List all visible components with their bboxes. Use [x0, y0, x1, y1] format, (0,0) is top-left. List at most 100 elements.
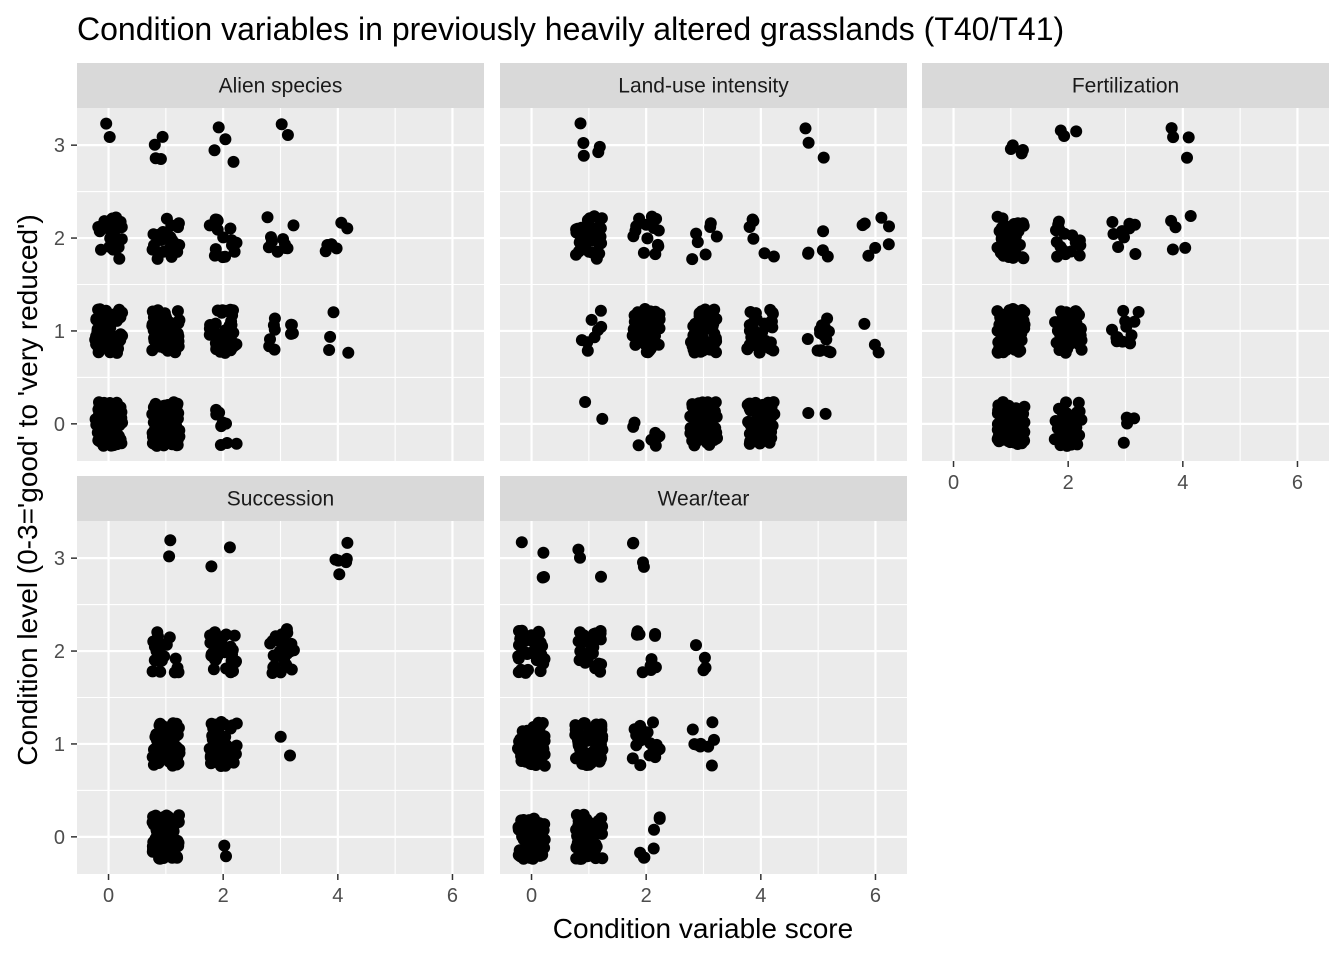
data-point: [649, 316, 662, 329]
x-tick-label: 2: [1063, 472, 1074, 494]
data-point: [631, 625, 644, 638]
facet-strip: [77, 63, 484, 108]
data-point: [148, 138, 161, 151]
data-point: [285, 663, 298, 676]
data-point: [645, 433, 658, 446]
data-point: [856, 219, 869, 232]
data-point: [513, 625, 525, 637]
data-point: [744, 404, 757, 417]
data-point: [1018, 318, 1031, 331]
data-point: [1129, 248, 1142, 260]
data-point: [1005, 332, 1018, 345]
data-point: [214, 720, 226, 733]
data-point: [802, 246, 815, 259]
data-point: [686, 253, 699, 266]
data-point: [153, 719, 166, 732]
data-point: [1120, 320, 1133, 333]
data-point: [1016, 144, 1029, 156]
data-point: [261, 211, 274, 224]
data-point: [583, 219, 596, 232]
data-point: [1015, 305, 1028, 318]
x-tick-label: 2: [218, 885, 229, 907]
data-point: [710, 313, 723, 325]
data-point: [691, 236, 704, 249]
data-point: [146, 427, 159, 439]
data-point: [1070, 125, 1083, 138]
data-point: [697, 332, 709, 345]
data-point: [633, 335, 646, 348]
data-point: [528, 836, 541, 849]
data-point: [1003, 306, 1016, 319]
data-point: [230, 236, 243, 249]
data-point: [593, 823, 606, 836]
data-point: [159, 822, 172, 835]
data-point: [647, 842, 660, 855]
data-point: [1017, 433, 1030, 446]
data-point: [762, 396, 775, 409]
data-point: [216, 416, 229, 429]
data-point: [689, 317, 702, 330]
data-point: [1053, 344, 1066, 356]
data-point: [699, 661, 712, 674]
data-point: [629, 224, 642, 237]
data-point: [1118, 231, 1130, 244]
data-point: [1123, 217, 1136, 230]
data-point: [583, 245, 595, 258]
data-point: [528, 636, 540, 649]
data-point: [105, 418, 117, 431]
data-point: [151, 626, 164, 639]
data-point: [110, 396, 123, 409]
y-tick-label: 3: [54, 548, 65, 570]
data-point: [113, 303, 126, 316]
facet-strip-label: Succession: [227, 488, 334, 511]
data-point: [882, 238, 895, 251]
data-point: [579, 396, 592, 408]
data-point: [704, 221, 717, 233]
facet-panels: Alien species 0 1 2 3 Land-use intensity Ferti…: [54, 63, 1329, 907]
data-point: [590, 840, 603, 853]
data-point: [1054, 124, 1067, 137]
data-point: [207, 663, 220, 676]
facet-wear-tear: Wear/tear 0 2 4 6: [500, 476, 907, 907]
data-point: [628, 315, 641, 328]
data-point: [220, 850, 232, 863]
data-point: [869, 241, 882, 254]
facet-strip-label: Land-use intensity: [618, 75, 789, 98]
data-point: [632, 439, 645, 452]
data-point: [801, 333, 814, 345]
facet-strip: [500, 476, 907, 521]
data-point: [1014, 344, 1027, 357]
data-point: [148, 743, 160, 756]
data-point: [1004, 436, 1017, 449]
data-point: [594, 304, 607, 317]
data-point: [698, 651, 711, 664]
data-point: [1066, 229, 1079, 242]
data-point: [814, 327, 827, 340]
data-point: [649, 751, 662, 764]
facet-strip-label: Alien species: [219, 75, 343, 98]
x-tick-label: 0: [526, 885, 537, 907]
data-point: [151, 756, 164, 769]
data-point: [112, 430, 125, 443]
data-point: [690, 639, 702, 652]
data-point: [708, 303, 721, 316]
data-point: [570, 841, 583, 854]
y-axis-title: Condition level (0-3='good' to 'very red…: [12, 214, 43, 765]
data-point: [697, 397, 710, 410]
data-point: [585, 757, 597, 770]
data-point: [154, 153, 167, 165]
data-point: [648, 823, 660, 836]
data-point: [1050, 224, 1062, 237]
data-point: [641, 232, 654, 245]
data-point: [115, 233, 128, 246]
data-point: [992, 422, 1005, 435]
data-point: [1004, 341, 1017, 354]
data-point: [163, 550, 176, 563]
data-point: [274, 730, 287, 743]
data-point: [209, 317, 222, 330]
data-point: [573, 236, 586, 249]
data-point: [592, 748, 605, 760]
data-point: [224, 344, 237, 357]
data-point: [223, 541, 236, 554]
data-point: [155, 335, 168, 348]
